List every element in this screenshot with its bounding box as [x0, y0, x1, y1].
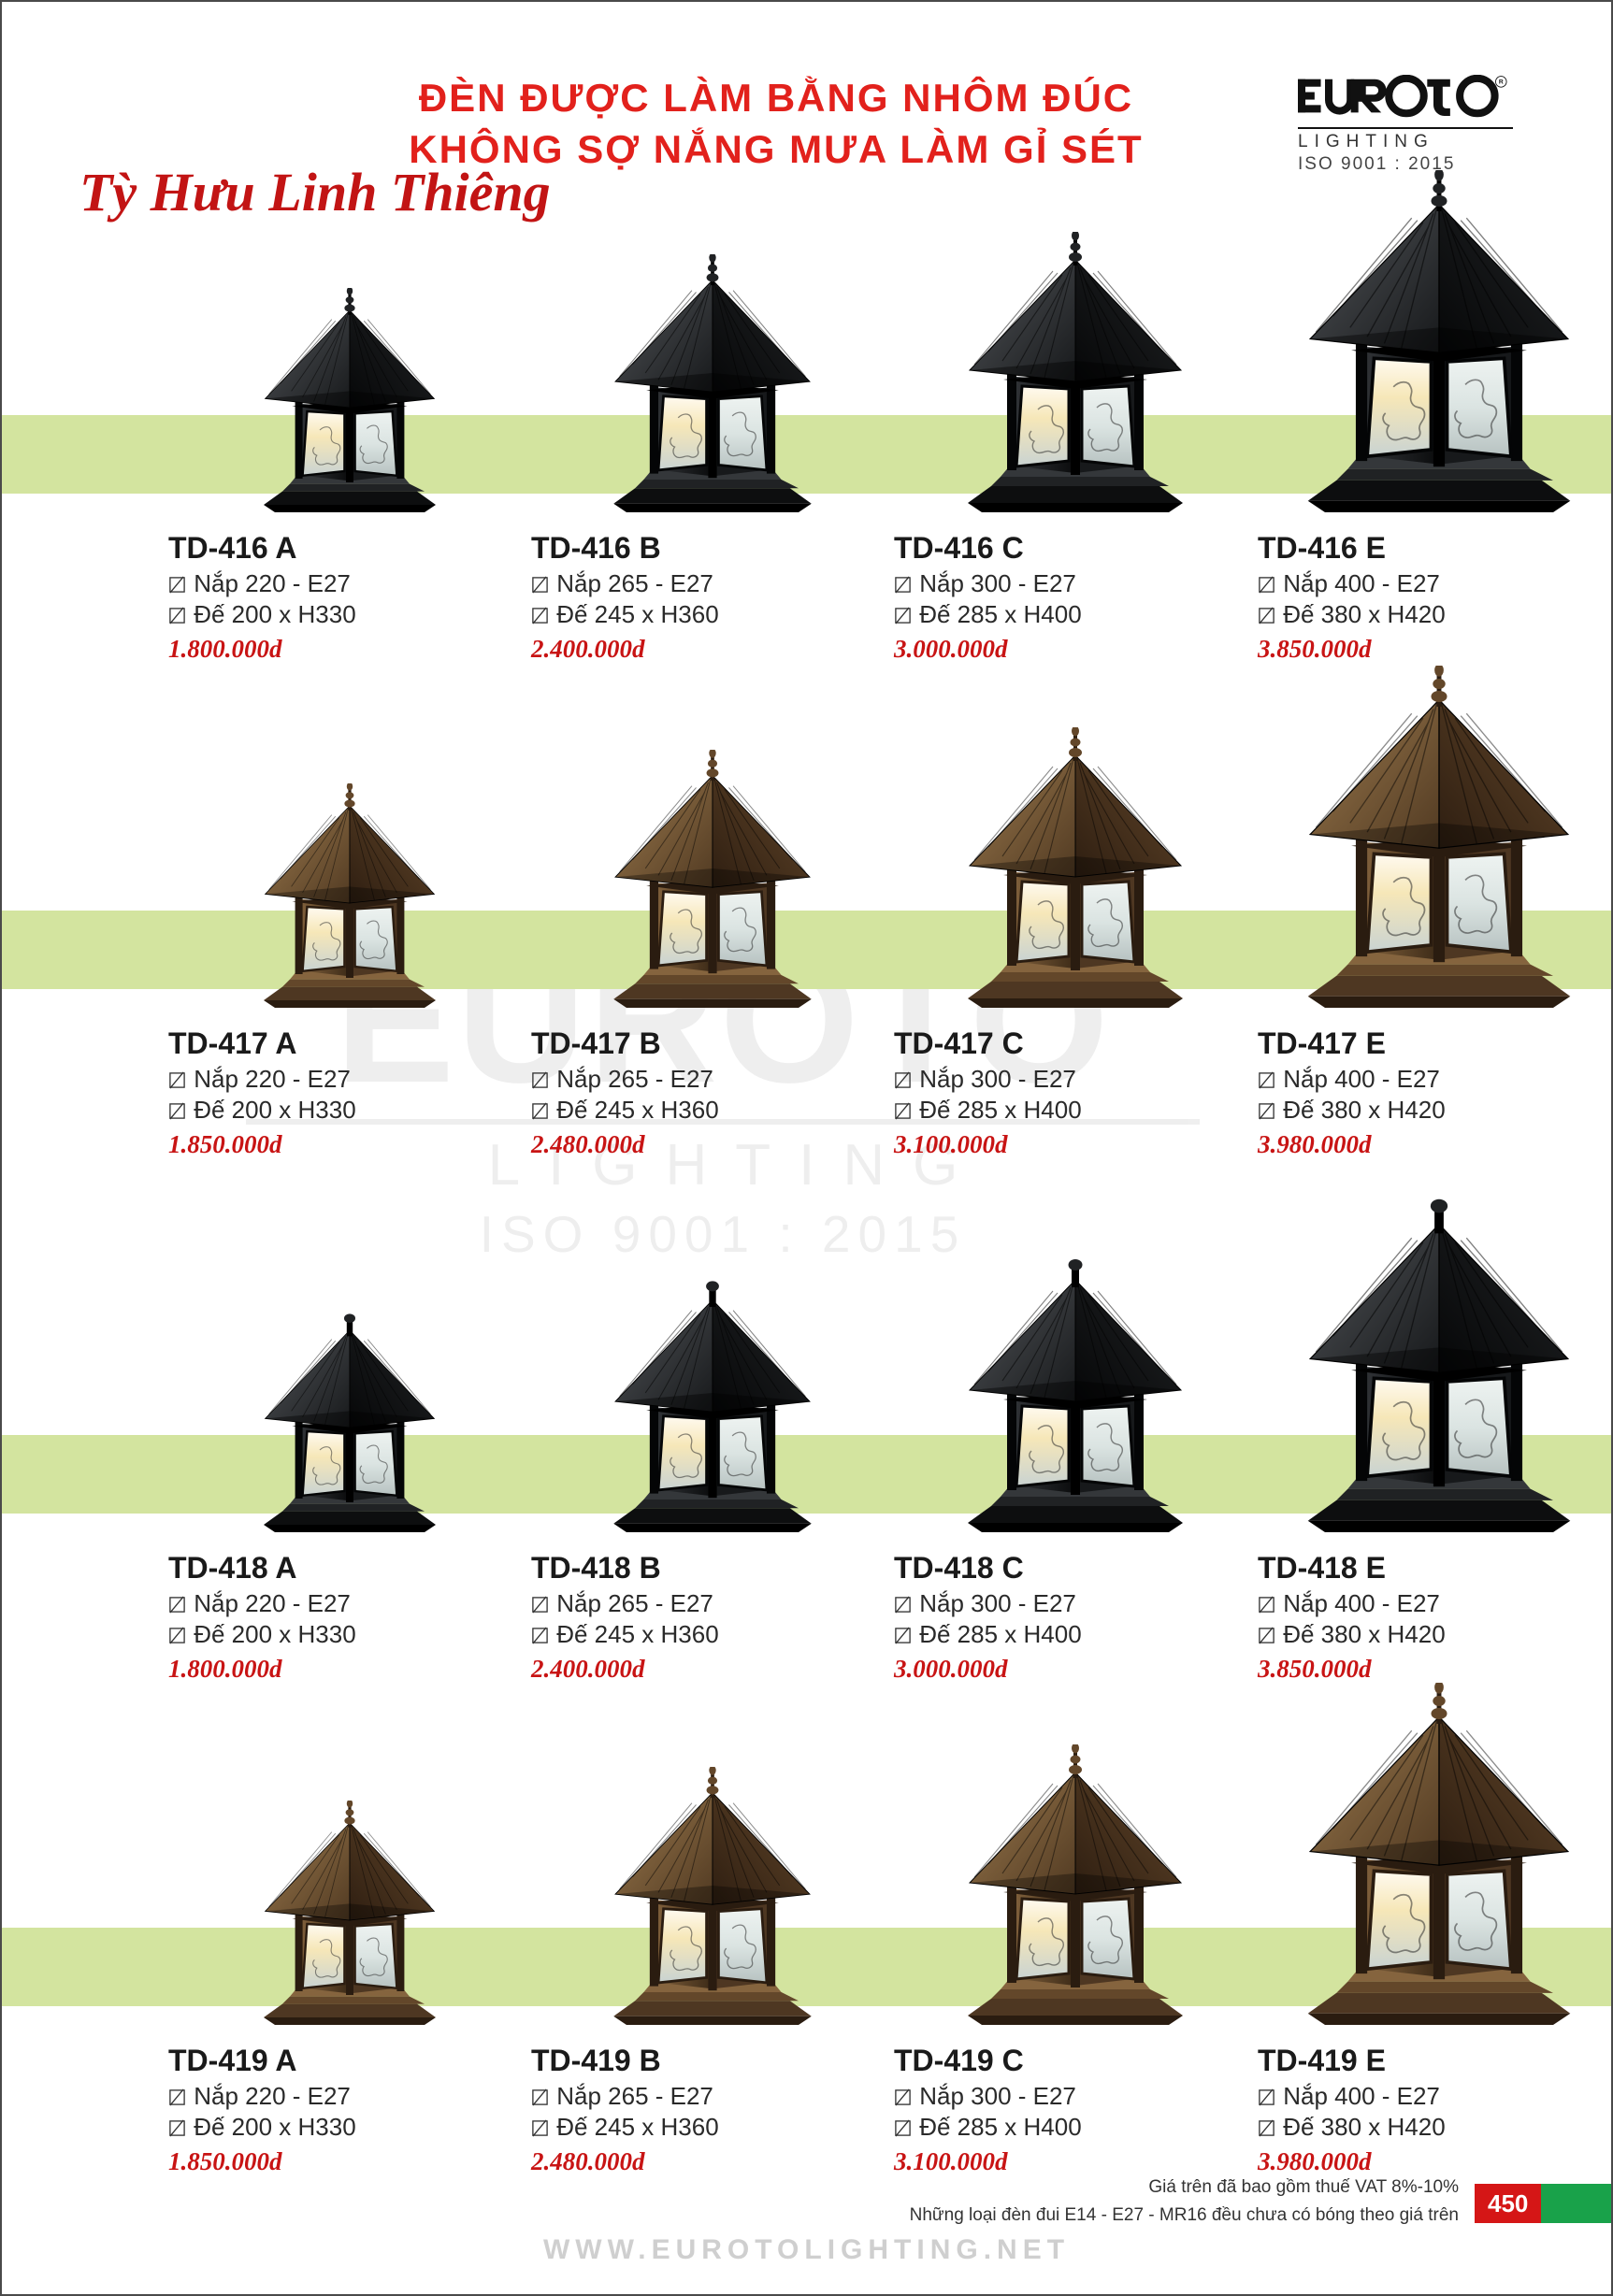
svg-text:R: R: [1499, 79, 1504, 86]
